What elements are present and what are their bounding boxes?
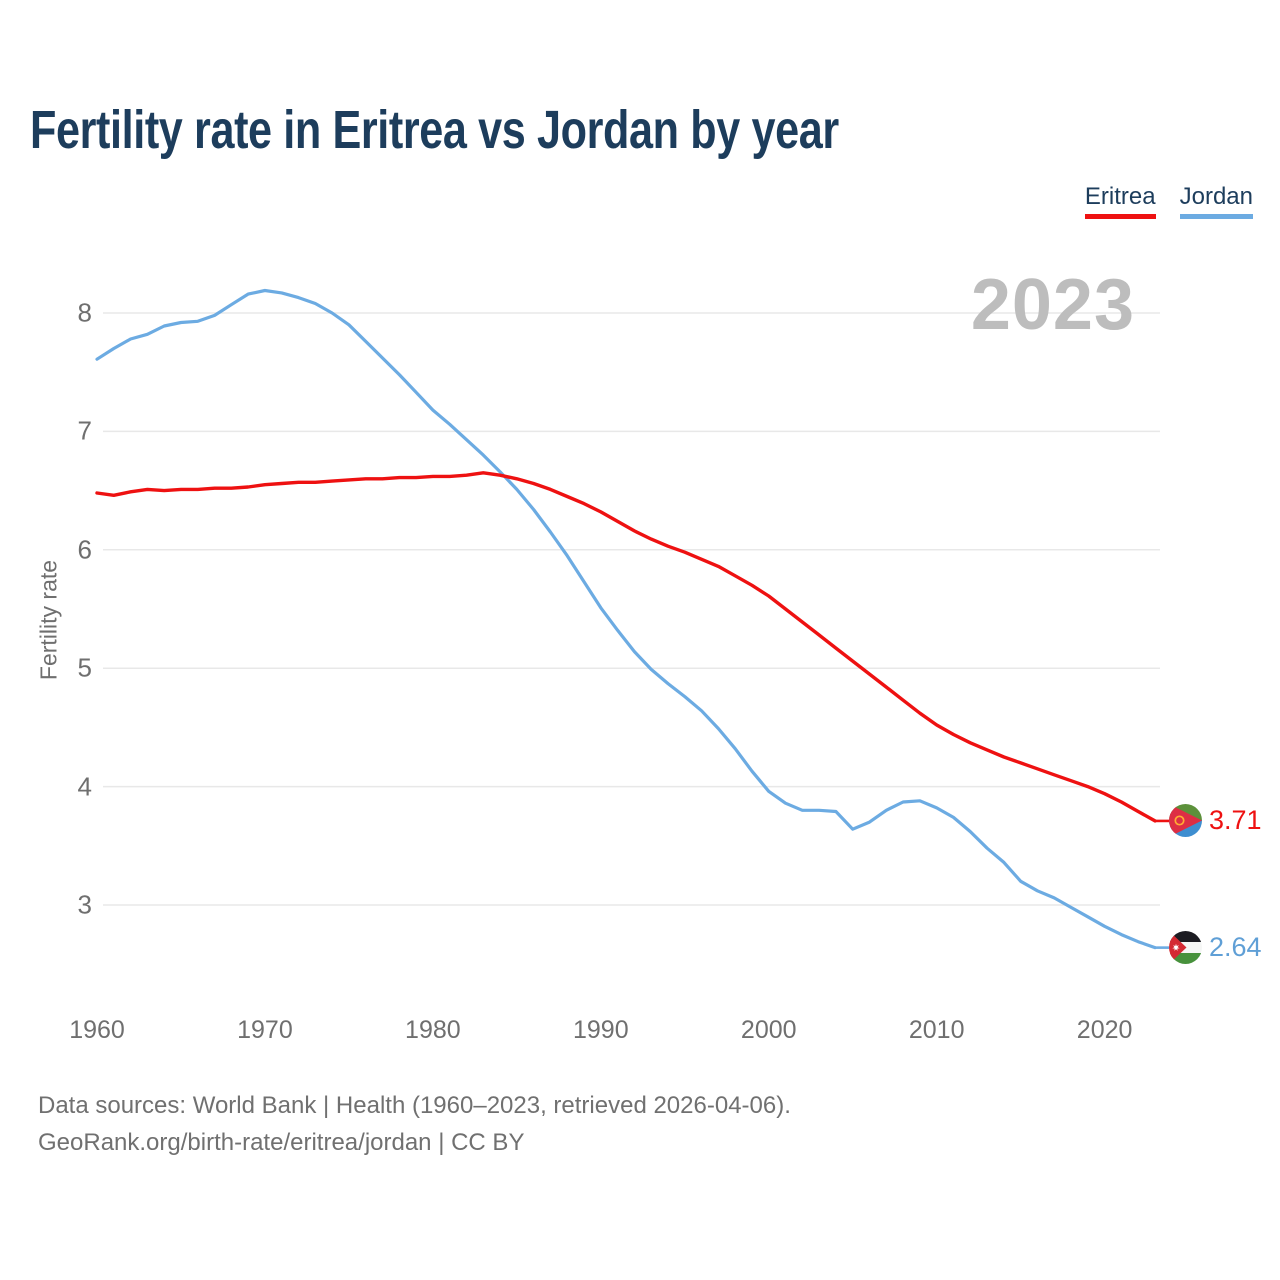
- footer: Data sources: World Bank | Health (1960–…: [38, 1087, 791, 1161]
- x-tick-label: 2000: [740, 1016, 797, 1044]
- footer-attribution: GeoRank.org/birth-rate/eritrea/jordan | …: [38, 1129, 525, 1156]
- end-label-jordan: 2.64: [1169, 931, 1262, 965]
- y-tick-label: 5: [77, 652, 92, 683]
- x-tick-label: 1960: [69, 1016, 125, 1044]
- x-tick-label: 2010: [908, 1016, 965, 1044]
- x-tick-label: 1970: [237, 1016, 293, 1044]
- x-tick-label: 1980: [405, 1016, 461, 1044]
- legend-underline: [1084, 214, 1156, 219]
- chart-title: Fertility rate in Eritrea vs Jordan by y…: [30, 100, 839, 160]
- legend-item-jordan[interactable]: Jordan: [1179, 183, 1253, 219]
- end-label-eritrea: 3.71: [1169, 804, 1262, 838]
- eritrea-flag-icon: [1169, 804, 1202, 838]
- y-tick-label: 3: [77, 889, 92, 920]
- legend: Eritrea Jordan: [1084, 183, 1253, 219]
- y-tick-label: 4: [77, 771, 92, 802]
- legend-label: Jordan: [1179, 183, 1253, 210]
- x-tick-label: 1990: [572, 1016, 629, 1044]
- watermark-year: 2023: [970, 265, 1135, 345]
- y-tick-label: 6: [77, 534, 92, 565]
- end-value-jordan: 2.64: [1209, 932, 1262, 963]
- jordan-flag-icon: [1169, 931, 1202, 965]
- legend-underline: [1179, 214, 1253, 219]
- y-tick-label: 8: [77, 297, 92, 328]
- y-tick-label: 7: [77, 415, 92, 446]
- footer-sources: Data sources: World Bank | Health (1960–…: [38, 1092, 791, 1119]
- legend-label: Eritrea: [1084, 183, 1156, 210]
- end-value-eritrea: 3.71: [1209, 805, 1262, 836]
- x-tick-label: 2020: [1076, 1016, 1133, 1044]
- legend-item-eritrea[interactable]: Eritrea: [1084, 183, 1156, 219]
- series-line-eritrea[interactable]: [95, 471, 1157, 823]
- series-line-jordan[interactable]: [95, 288, 1157, 950]
